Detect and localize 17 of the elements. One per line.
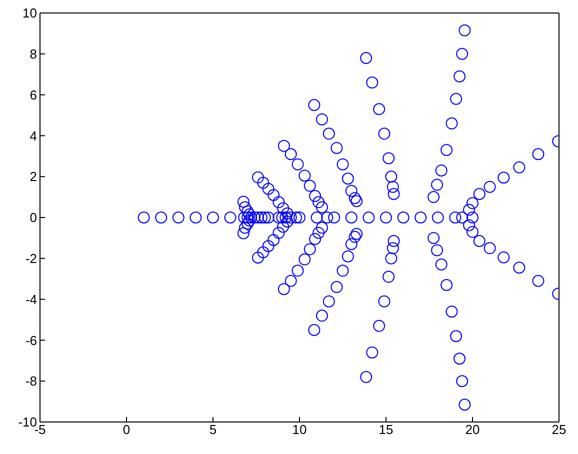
- y-tick-label: 6: [30, 87, 37, 102]
- y-tick-label: 8: [30, 46, 37, 62]
- y-tick-label: -4: [25, 292, 37, 307]
- x-tick-label: 0: [122, 422, 130, 438]
- y-tick-label: -2: [25, 251, 37, 266]
- x-tick-label: 10: [292, 422, 307, 438]
- y-tick-label: 4: [30, 128, 37, 144]
- y-tick-label: 10: [22, 6, 37, 21]
- y-tick-label: -8: [25, 374, 37, 389]
- x-tick-label: 20: [465, 422, 480, 438]
- y-tick-label: -6: [25, 332, 37, 348]
- y-tick-label: 2: [30, 169, 37, 184]
- x-tick-label: 15: [378, 422, 394, 438]
- x-tick-label: 25: [552, 422, 566, 438]
- y-tick-label: -10: [18, 414, 37, 430]
- y-tick-label: 0: [30, 210, 37, 226]
- x-tick-label: 5: [209, 422, 217, 438]
